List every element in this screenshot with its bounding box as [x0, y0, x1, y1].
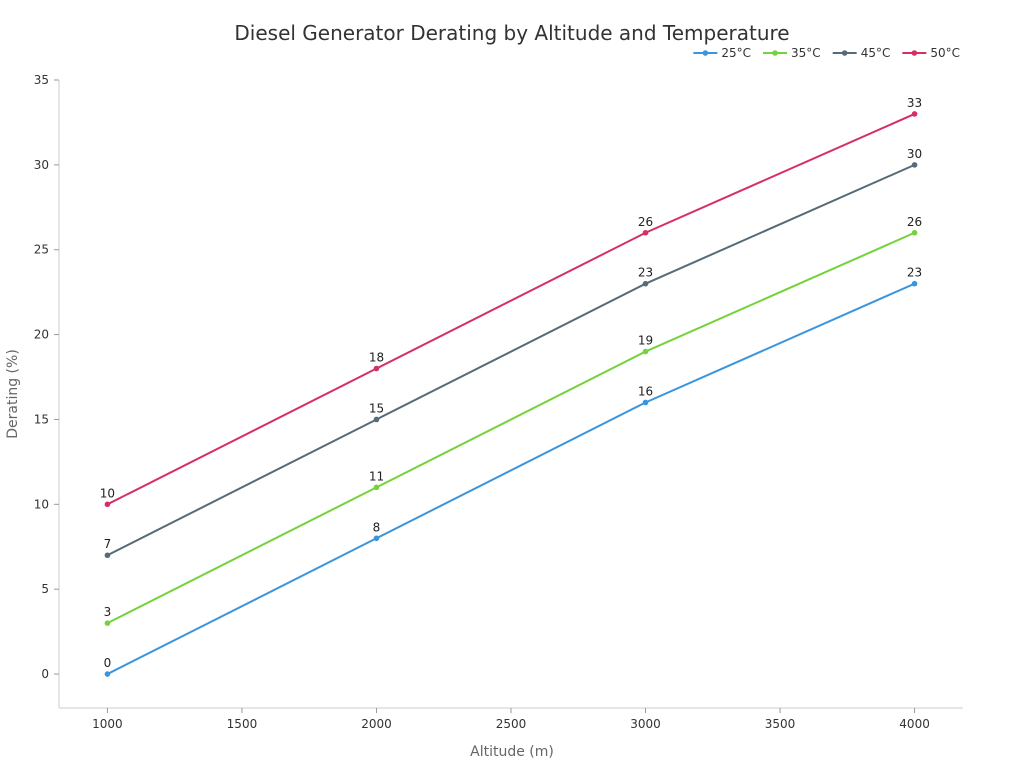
legend-swatch-marker — [841, 50, 848, 56]
data-point — [642, 280, 649, 287]
y-tick-label: 10 — [34, 497, 49, 511]
y-tick-label: 25 — [34, 243, 49, 257]
legend-item: 50°C — [902, 46, 960, 60]
data-label: 26 — [638, 215, 653, 229]
legend-item: 45°C — [832, 46, 891, 60]
data-label: 19 — [638, 334, 653, 348]
data-point — [642, 399, 649, 406]
data-labels: 0 8 16 23 3 11 19 26 7 15 23 30 10 18 26 33 — [100, 96, 922, 670]
x-tick-label: 3500 — [765, 717, 796, 731]
data-point — [104, 501, 111, 508]
data-point — [373, 365, 380, 372]
legend-item: 25°C — [693, 46, 751, 60]
legend-item: 35°C — [763, 46, 821, 60]
data-point — [373, 484, 380, 491]
series-lines — [106, 113, 915, 675]
data-label: 11 — [369, 469, 384, 483]
data-label: 30 — [907, 147, 922, 161]
data-label: 8 — [373, 520, 381, 534]
y-tick-label: 30 — [34, 158, 49, 172]
legend-label: 45°C — [861, 46, 891, 60]
y-tick-label: 35 — [34, 73, 49, 87]
x-tick-label: 1000 — [92, 717, 123, 731]
data-point — [911, 229, 918, 236]
x-tick-label: 4000 — [899, 717, 930, 731]
data-label: 33 — [907, 96, 922, 110]
data-point — [373, 416, 380, 423]
series-line — [106, 163, 915, 557]
data-label: 23 — [638, 266, 653, 280]
legend-label: 35°C — [791, 46, 821, 60]
legend: 25°C 35°C 45°C 50°C — [693, 46, 960, 60]
data-label: 3 — [104, 605, 112, 619]
x-tick-label: 3000 — [630, 717, 661, 731]
chart-title: Diesel Generator Derating by Altitude an… — [234, 21, 789, 45]
y-tick-label: 5 — [41, 582, 49, 596]
series-line — [106, 231, 915, 625]
data-point — [642, 348, 649, 355]
data-label: 7 — [104, 537, 112, 551]
data-point — [104, 671, 111, 677]
data-point — [373, 535, 380, 542]
data-point — [642, 229, 649, 236]
data-point — [104, 552, 111, 559]
legend-label: 50°C — [930, 46, 960, 60]
data-label: 10 — [100, 486, 115, 500]
legend-swatch-marker — [702, 50, 709, 56]
x-tick-label: 1500 — [227, 717, 258, 731]
data-label: 15 — [369, 401, 384, 415]
y-tick-label: 0 — [41, 667, 49, 681]
series-line — [106, 113, 915, 506]
y-tick-label: 20 — [34, 328, 49, 342]
legend-swatch-marker — [772, 50, 778, 56]
x-tick-label: 2000 — [361, 717, 392, 731]
series-line — [106, 282, 915, 675]
data-label: 18 — [369, 351, 384, 365]
data-point — [911, 162, 918, 168]
y-axis-label: Derating (%) — [5, 349, 21, 439]
data-label: 23 — [907, 266, 922, 280]
data-label: 26 — [907, 215, 922, 229]
series-points — [104, 111, 918, 677]
x-axis-label: Altitude (m) — [470, 744, 554, 760]
legend-label: 25°C — [721, 46, 751, 60]
data-point — [104, 620, 111, 626]
data-label: 0 — [104, 656, 112, 670]
legend-swatch-marker — [911, 50, 918, 56]
y-tick-label: 15 — [34, 412, 49, 426]
data-label: 16 — [638, 384, 653, 398]
data-point — [911, 111, 918, 117]
data-point — [911, 280, 918, 287]
x-tick-label: 2500 — [496, 717, 527, 731]
